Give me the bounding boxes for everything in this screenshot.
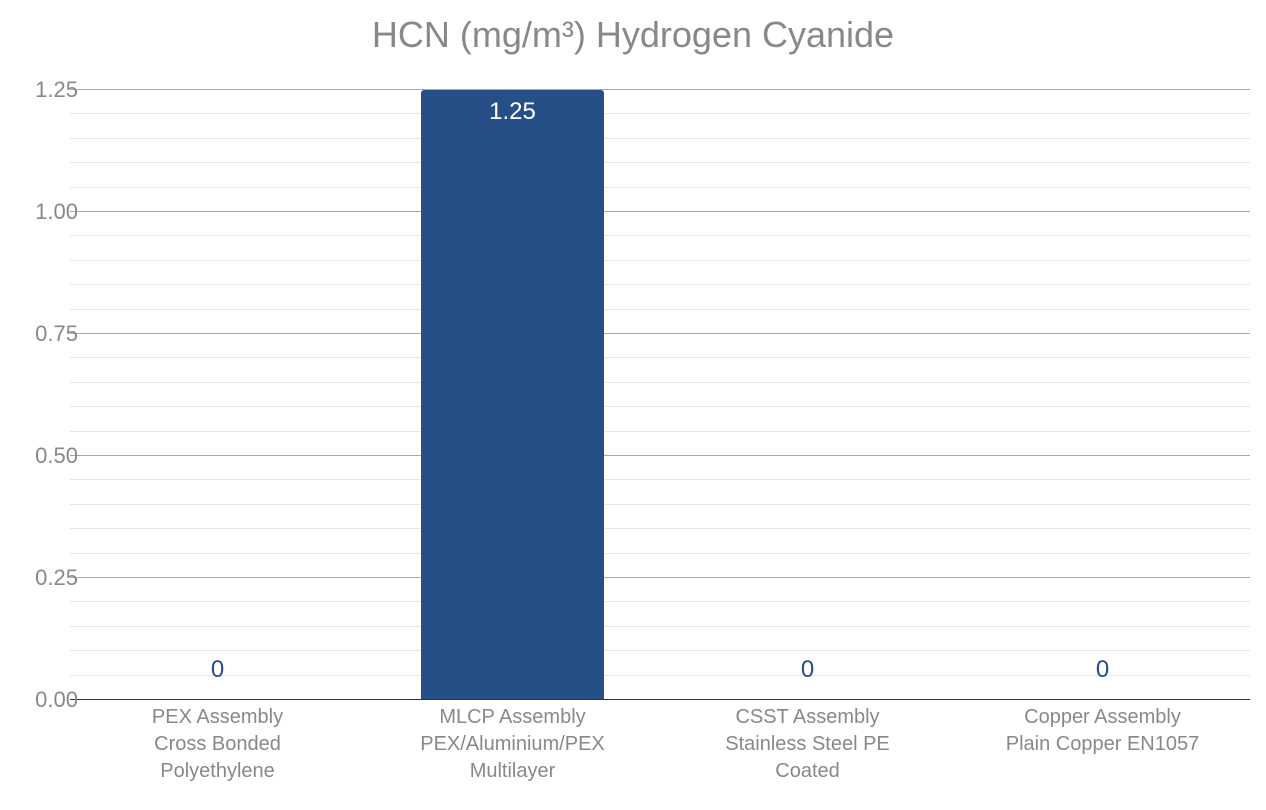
ytick-label: 0.50	[18, 443, 78, 469]
ytick-label: 1.25	[18, 77, 78, 103]
xtick-label: Copper AssemblyPlain Copper EN1057	[955, 704, 1250, 758]
bar-value-label: 0	[660, 656, 955, 684]
bar-value-label: 0	[70, 656, 365, 684]
ytick-label: 1.00	[18, 199, 78, 225]
ytick-label: 0.75	[18, 321, 78, 347]
x-axis-baseline	[70, 699, 1250, 700]
bar-value-label: 0	[955, 656, 1250, 684]
xtick-label: CSST AssemblyStainless Steel PECoated	[660, 704, 955, 785]
xtick-label: PEX AssemblyCross BondedPolyethylene	[70, 704, 365, 785]
xtick-label: MLCP AssemblyPEX/Aluminium/PEXMultilayer	[365, 704, 660, 785]
bar-slot: 1.25	[365, 90, 660, 700]
chart-title: HCN (mg/m³) Hydrogen Cyanide	[0, 0, 1266, 56]
bar-slot: 0	[660, 90, 955, 700]
hcn-bar-chart: HCN (mg/m³) Hydrogen Cyanide 01.2500 0.0…	[0, 0, 1266, 810]
bar-value-label: 1.25	[421, 98, 604, 126]
ytick-label: 0.25	[18, 565, 78, 591]
bar: 1.25	[421, 90, 604, 700]
bar-slot: 0	[955, 90, 1250, 700]
ytick-label: 0.00	[18, 687, 78, 713]
plot-area: 01.2500	[70, 90, 1250, 700]
bar-slot: 0	[70, 90, 365, 700]
